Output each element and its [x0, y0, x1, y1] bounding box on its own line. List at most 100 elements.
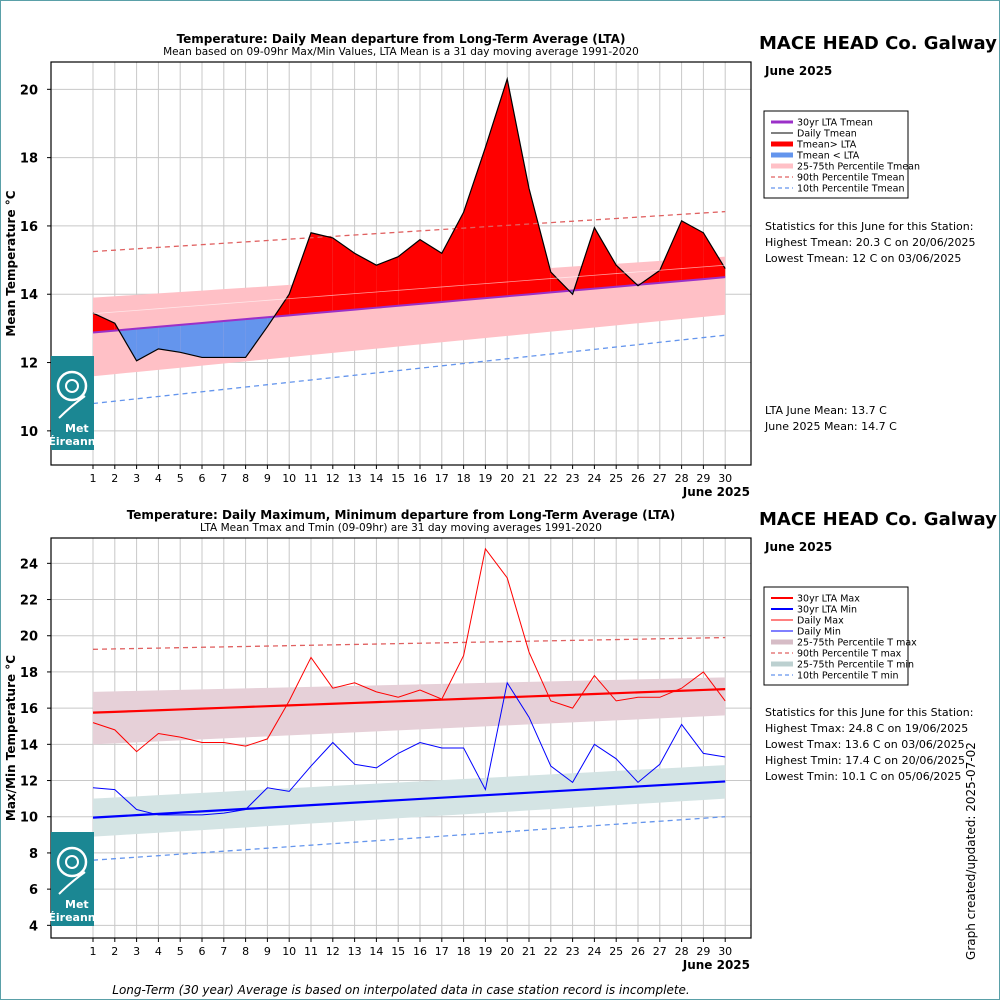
- x-tick-label: 25: [609, 945, 623, 958]
- y-tick-label: 12: [20, 775, 38, 790]
- series-90th-percentile-line: [92, 210, 726, 253]
- band-guide-line: [92, 264, 726, 315]
- x-tick-label: 15: [391, 945, 405, 958]
- legend-entry: Tmean> LTA: [796, 140, 857, 151]
- x-tick-label: 23: [566, 472, 580, 485]
- series-daily-line: [92, 76, 726, 362]
- y-tick-label: 10: [20, 811, 38, 826]
- fill-below-lta: [180, 322, 202, 358]
- x-tick-label: 13: [348, 945, 362, 958]
- logo-text-eireann: Éireann: [48, 911, 95, 924]
- x-tick-label: 24: [587, 945, 601, 958]
- logo-swirl-inner-icon: [65, 855, 79, 869]
- logo-swirl-icon: [56, 846, 88, 878]
- x-tick-label: 4: [155, 472, 162, 485]
- stats-line: Highest Tmean: 20.3 C on 20/06/2025: [765, 236, 975, 249]
- fill-above-lta: [485, 79, 508, 299]
- x-tick-label: 29: [696, 945, 710, 958]
- x-tick-label: 16: [413, 472, 427, 485]
- x-tick-label: 20: [500, 945, 514, 958]
- chart-subtitle: LTA Mean Tmax and Tmin (09-09hr) are 31 …: [200, 522, 602, 534]
- station-title: MACE HEAD Co. Galway: [759, 33, 997, 54]
- x-tick-label: 21: [522, 472, 536, 485]
- plot-frame: [50, 537, 752, 939]
- stats-mean-line: LTA June Mean: 13.7 C: [765, 404, 887, 417]
- x-tick-label: 15: [391, 472, 405, 485]
- stats-line: Lowest Tmean: 12 C on 03/06/2025: [765, 252, 961, 265]
- fill-above-lta: [289, 232, 311, 316]
- fill-above-lta: [441, 212, 464, 302]
- fill-above-lta: [93, 313, 115, 333]
- legend-box: [763, 586, 909, 686]
- fill-above-lta: [463, 147, 486, 301]
- percentile-band-tmin: [93, 765, 726, 837]
- series-lta-line: [92, 276, 726, 334]
- stats-heading: Statistics for this June for this Statio…: [765, 706, 973, 719]
- x-tick-label: 14: [369, 472, 383, 485]
- x-tick-label: 19: [478, 945, 492, 958]
- legend-entry: 25-75th Percentile T min: [797, 660, 914, 671]
- side-month-label: June 2025: [764, 540, 832, 554]
- x-tick-label: 27: [653, 945, 667, 958]
- y-tick-label: 20: [20, 630, 38, 645]
- legend-entry: Daily Tmean: [797, 129, 857, 140]
- chart-title: Temperature: Daily Mean departure from L…: [177, 32, 626, 46]
- fill-above-lta: [681, 220, 704, 281]
- x-tick-label: 5: [177, 945, 184, 958]
- updated-label: Graph created/updated: 2025-07-02: [964, 742, 978, 960]
- x-tick-label: 1: [90, 945, 97, 958]
- fill-below-lta: [202, 321, 224, 358]
- fill-below-lta: [136, 326, 159, 361]
- x-tick-label: 18: [457, 945, 471, 958]
- stats-line: Highest Tmin: 17.4 C on 20/06/2025: [765, 754, 965, 767]
- x-tick-label: 7: [220, 472, 227, 485]
- x-tick-label: 16: [413, 945, 427, 958]
- x-tick-label: 8: [242, 472, 249, 485]
- x-tick-label: 12: [326, 945, 340, 958]
- x-tick-label: 3: [133, 945, 140, 958]
- fill-above-lta: [703, 232, 726, 280]
- x-tick-label: 9: [264, 945, 271, 958]
- series-daily-min: [92, 681, 726, 816]
- fill-above-lta: [594, 227, 617, 289]
- x-tick-label: 21: [522, 945, 536, 958]
- x-tick-label: 6: [199, 945, 206, 958]
- x-tick-label: 13: [348, 472, 362, 485]
- x-tick-label: 22: [544, 472, 558, 485]
- logo-text-met: Met: [65, 898, 89, 911]
- logo-tail-icon: [58, 395, 86, 419]
- fill-above-lta: [376, 256, 399, 308]
- x-axis-label: June 2025: [682, 958, 750, 972]
- y-tick-label: 24: [20, 557, 38, 572]
- x-tick-label: 5: [177, 472, 184, 485]
- y-tick-label: 14: [20, 288, 38, 303]
- x-tick-label: 11: [304, 472, 318, 485]
- y-axis-label: Max/Min Temperature °C: [4, 655, 18, 821]
- x-tick-label: 20: [500, 472, 514, 485]
- legend-entry: 30yr LTA Max: [797, 594, 860, 605]
- logo-tail-icon: [58, 871, 86, 895]
- x-tick-label: 9: [264, 472, 271, 485]
- legend-entry: Daily Max: [797, 616, 844, 627]
- x-tick-label: 22: [544, 945, 558, 958]
- series-lta-max: [92, 688, 726, 714]
- legend-entry: 30yr LTA Min: [797, 605, 857, 616]
- fill-above-lta: [311, 232, 333, 314]
- legend-entry: 25-75th Percentile T max: [797, 638, 917, 649]
- series-10th-percentile-tmin: [92, 816, 726, 861]
- fill-above-lta: [332, 237, 355, 312]
- x-tick-label: 2: [111, 945, 118, 958]
- y-tick-label: 12: [20, 357, 38, 372]
- logo-text-met: Met: [65, 422, 89, 435]
- legend-entry: Tmean < LTA: [796, 151, 860, 162]
- x-tick-label: 23: [566, 945, 580, 958]
- x-tick-label: 1: [90, 472, 97, 485]
- y-tick-label: 16: [20, 220, 38, 235]
- x-tick-label: 10: [282, 945, 296, 958]
- stats-heading: Statistics for this June for this Statio…: [765, 220, 973, 233]
- logo-swirl-icon: [56, 370, 88, 402]
- y-tick-label: 22: [20, 594, 38, 609]
